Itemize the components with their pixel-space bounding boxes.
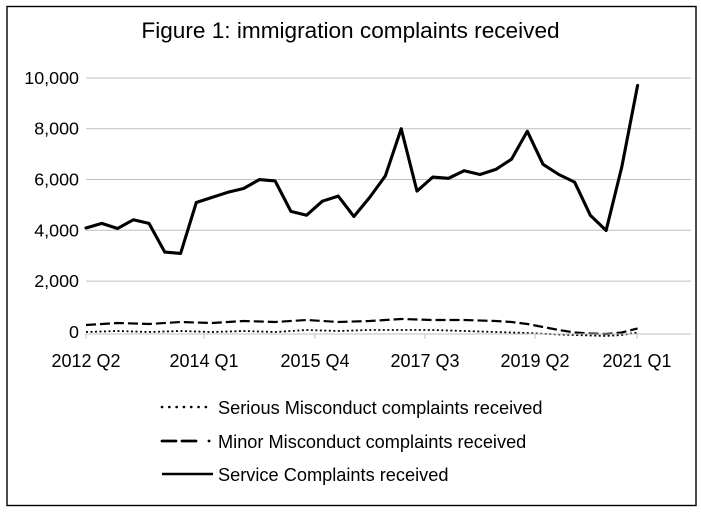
svg-text:2015 Q4: 2015 Q4: [280, 351, 349, 371]
svg-text:0: 0: [69, 322, 79, 342]
svg-text:4,000: 4,000: [34, 220, 79, 240]
svg-text:Service Complaints received: Service Complaints received: [218, 465, 448, 485]
svg-text:2019 Q2: 2019 Q2: [500, 351, 569, 371]
svg-text:Minor Misconduct complaints re: Minor Misconduct complaints received: [218, 432, 526, 452]
svg-text:2021 Q1: 2021 Q1: [602, 351, 671, 371]
svg-text:2017 Q3: 2017 Q3: [390, 351, 459, 371]
svg-text:2,000: 2,000: [34, 271, 79, 291]
svg-text:Serious Misconduct complaints: Serious Misconduct complaints received: [218, 398, 543, 418]
svg-text:6,000: 6,000: [34, 170, 79, 190]
svg-text:10,000: 10,000: [24, 68, 79, 88]
svg-text:2012 Q2: 2012 Q2: [51, 351, 120, 371]
svg-text:2014 Q1: 2014 Q1: [169, 351, 238, 371]
svg-text:8,000: 8,000: [34, 119, 79, 139]
